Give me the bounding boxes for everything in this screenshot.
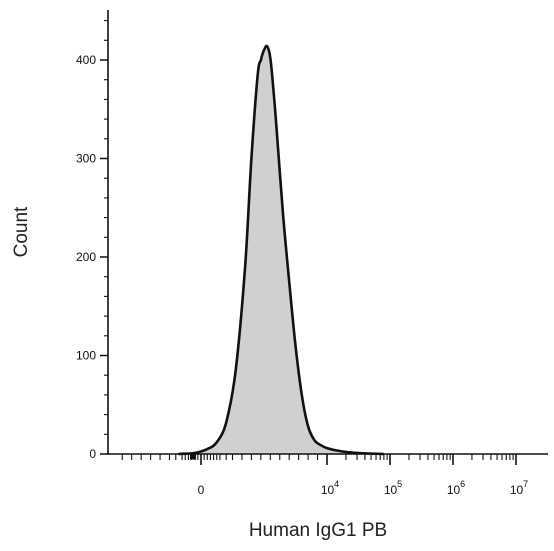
- y-axis-ticks: [100, 21, 108, 454]
- y-tick-label: 0: [89, 447, 96, 461]
- x-axis-ticks: [122, 454, 516, 465]
- x-tick-label: 104: [321, 479, 339, 497]
- histogram-fill: [178, 46, 383, 454]
- x-tick-label: 105: [384, 479, 402, 497]
- y-tick-label: 300: [76, 152, 96, 166]
- x-tick-label: 106: [447, 479, 465, 497]
- y-tick-labels: 0 100 200 300 400: [76, 53, 96, 461]
- y-tick-label: 400: [76, 53, 96, 67]
- y-tick-label: 100: [76, 349, 96, 363]
- x-tick-labels: 0 104 105 106 107: [198, 479, 529, 497]
- y-axis-label: Count: [11, 206, 32, 257]
- x-tick-label: 0: [198, 483, 205, 497]
- x-tick-label: 107: [510, 479, 528, 497]
- x-axis-label: Human IgG1 PB: [249, 520, 387, 541]
- y-tick-label: 200: [76, 250, 96, 264]
